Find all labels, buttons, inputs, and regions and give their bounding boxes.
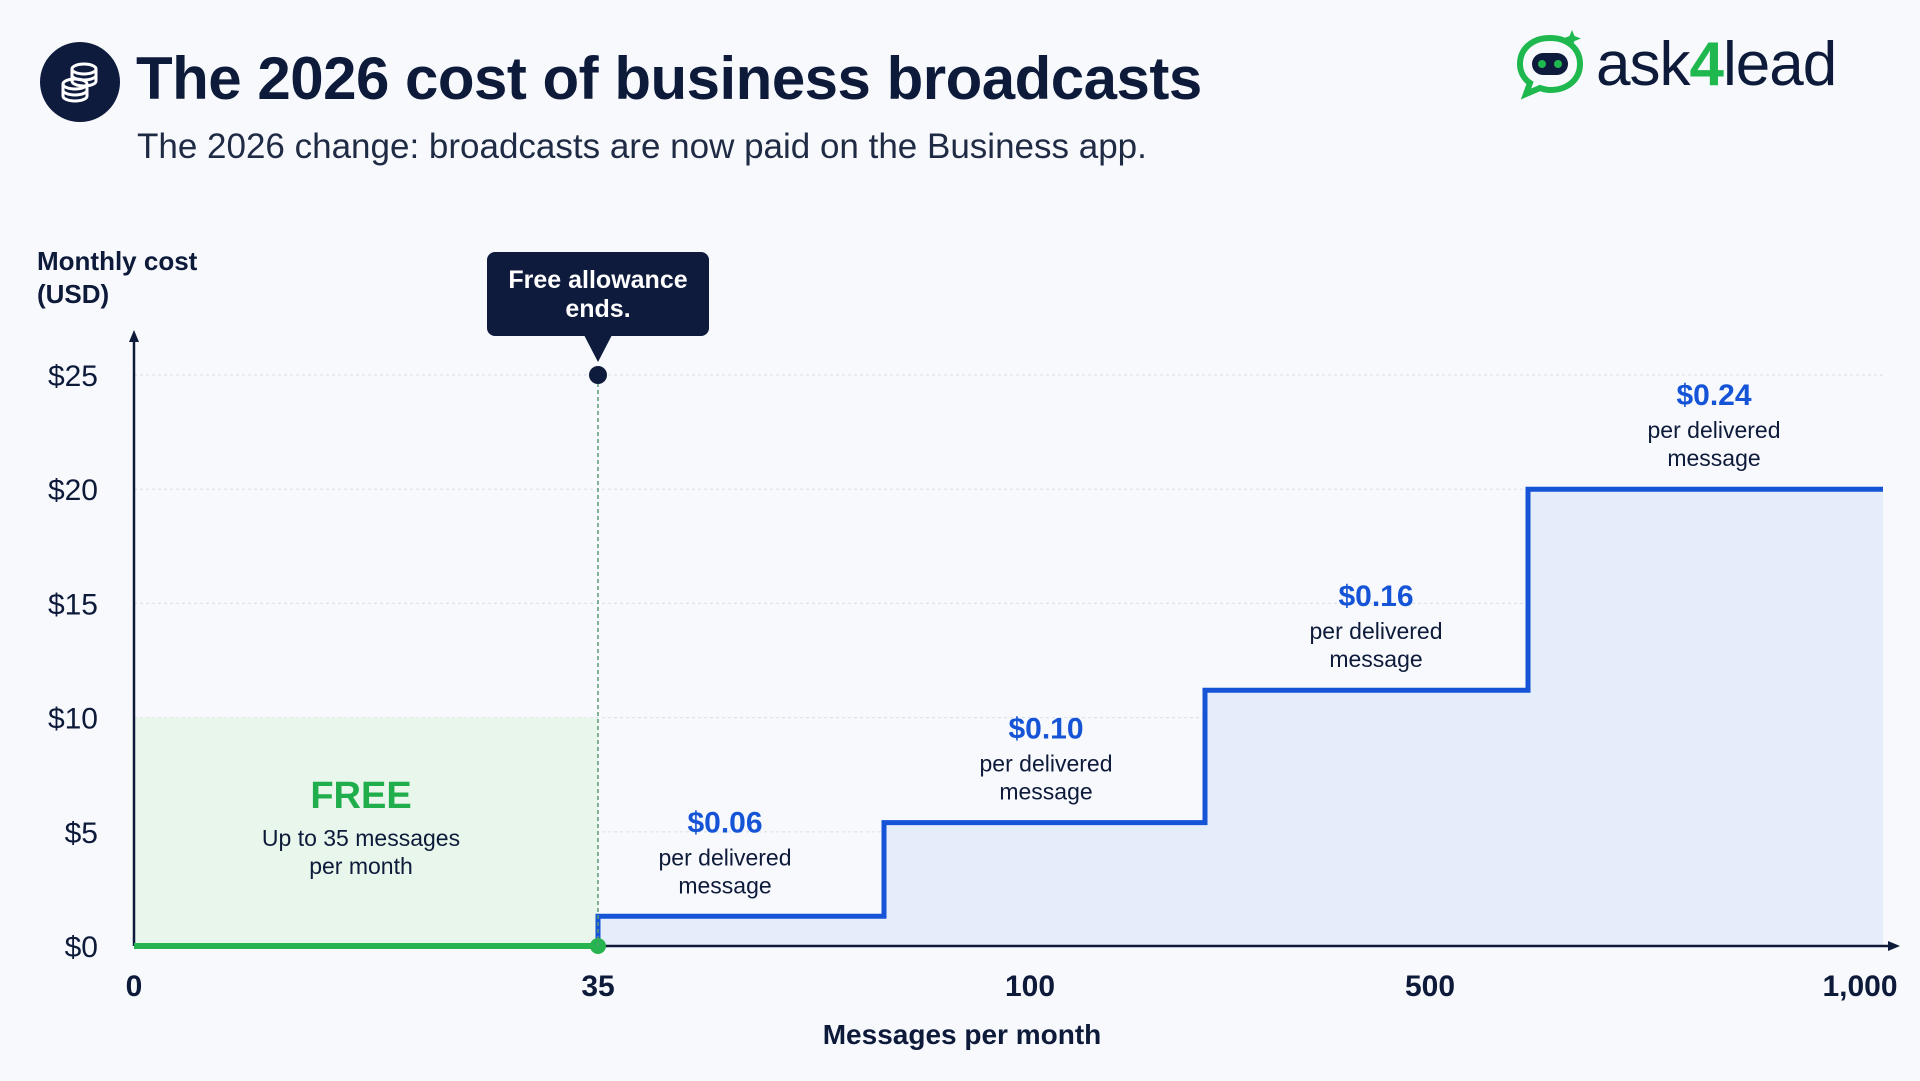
paid-zone-fill — [598, 489, 1883, 946]
annotation-point — [589, 366, 607, 384]
free-label: FREE — [310, 775, 411, 817]
annotation-pointer — [584, 335, 612, 362]
free-zone-fill — [134, 717, 598, 946]
x-tick-label: 1,000 — [1822, 970, 1897, 1003]
chat-robot-icon — [1516, 30, 1584, 100]
price-sublabel: per delivered — [659, 844, 792, 870]
price-sublabel: message — [1667, 445, 1760, 471]
x-tick-label: 0 — [126, 970, 143, 1003]
y-tick-label: $15 — [48, 588, 98, 621]
x-axis-arrow — [1888, 941, 1900, 951]
price-label: $0.06 — [687, 806, 762, 839]
annotation-text: Free allowance — [508, 266, 687, 294]
y-tick-label: $5 — [65, 817, 98, 850]
price-sublabel: message — [678, 872, 771, 898]
y-tick-label: $10 — [48, 703, 98, 736]
brand-logo: ask4lead — [1512, 24, 1837, 104]
price-sublabel: message — [1329, 646, 1422, 672]
price-sublabel: per delivered — [1310, 618, 1443, 644]
series-line-paid — [595, 486, 1883, 946]
price-sublabel: message — [999, 779, 1092, 805]
price-label: $0.16 — [1338, 580, 1413, 613]
y-tick-label: $20 — [48, 474, 98, 507]
free-sublabel: Up to 35 messages — [262, 825, 460, 851]
annotation-text: ends. — [565, 295, 630, 323]
page-subtitle: The 2026 change: broadcasts are now paid… — [137, 127, 1147, 166]
y-tick-label: $25 — [48, 360, 98, 393]
x-axis-label: Messages per month — [823, 1019, 1102, 1050]
price-label: $0.24 — [1676, 379, 1751, 412]
y-tick-label: $0 — [65, 931, 98, 964]
page-title: The 2026 cost of business broadcasts — [136, 45, 1202, 112]
x-tick-label: 100 — [1005, 970, 1055, 1003]
price-label: $0.10 — [1008, 713, 1083, 746]
y-axis-label: (USD) — [37, 279, 109, 309]
y-axis-label: Monthly cost — [37, 246, 198, 276]
brand-name: ask4lead — [1596, 29, 1837, 99]
free-sublabel: per month — [309, 853, 413, 879]
annotation-box — [487, 252, 709, 336]
y-axis-arrow — [129, 330, 139, 342]
x-tick-label: 35 — [581, 970, 614, 1003]
price-sublabel: per delivered — [980, 751, 1113, 777]
coins-stack-icon — [40, 42, 120, 122]
x-tick-label: 500 — [1405, 970, 1455, 1003]
price-sublabel: per delivered — [1648, 417, 1781, 443]
